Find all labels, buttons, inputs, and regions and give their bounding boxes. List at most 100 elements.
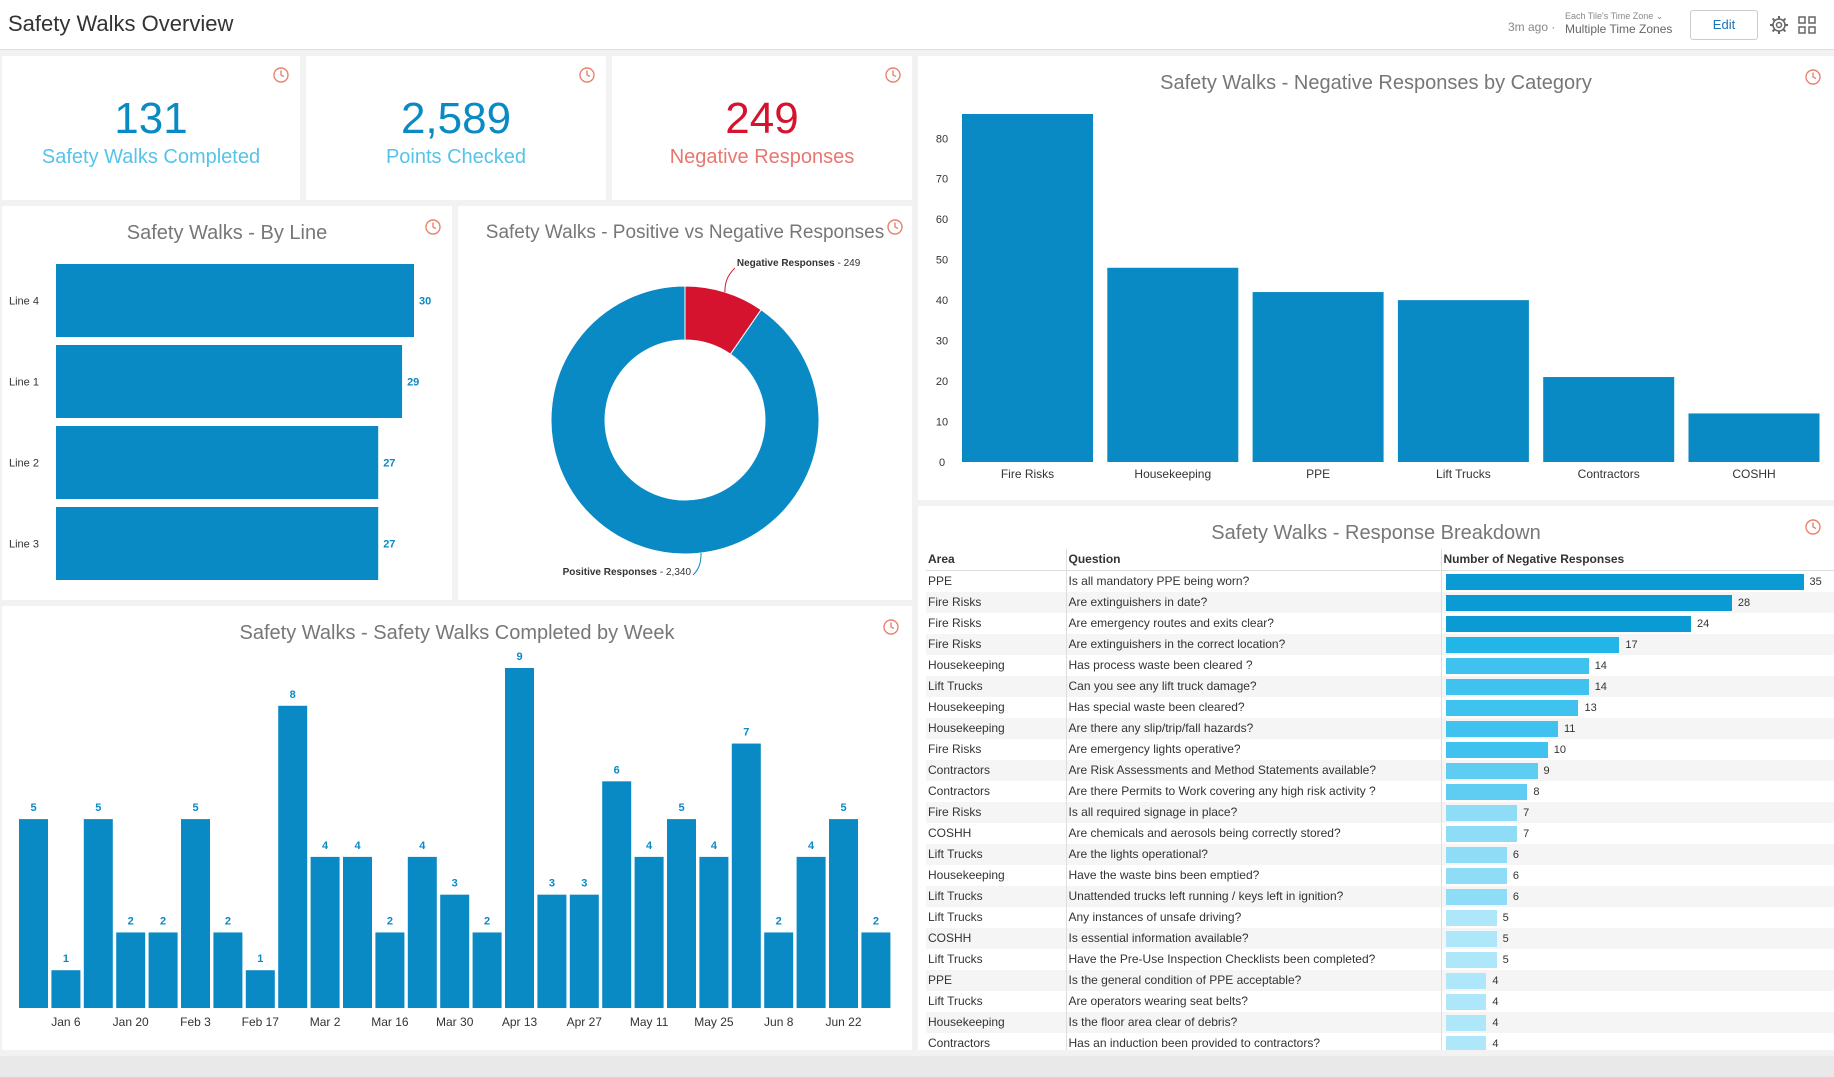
bar [1107,267,1239,462]
count-bar-cell: 5 [1444,907,1834,928]
table-row: Lift Trucks Any instances of unsafe drivi… [926,906,1834,928]
bar [472,932,502,1008]
grid-icon[interactable] [1796,14,1818,36]
y-tick-label: 20 [936,376,948,388]
bar [1252,292,1384,462]
clock-icon[interactable] [1804,68,1822,86]
bar-value-label: 6 [614,764,620,776]
gear-icon[interactable] [1768,14,1790,36]
clock-icon[interactable] [1804,518,1822,536]
count-value: 7 [1523,806,1530,819]
kpi-label: Safety Walks Completed [41,146,261,168]
bar [829,819,858,1008]
bar [1397,300,1529,462]
bar [51,970,81,1008]
count-value: 24 [1696,617,1710,630]
bar [278,705,308,1008]
x-tick-label: PPE [1306,467,1330,481]
clock-icon[interactable] [882,618,900,636]
count-bar [1445,825,1518,842]
table-row: COSHH Are chemicals and aerosols being co… [926,822,1834,844]
cell-area: Housekeeping [926,717,1066,739]
timezone-selector[interactable]: Each Tile's Time Zone ⌄ Multiple Time Zo… [1565,11,1672,36]
cell-count: 35 [1440,570,1834,592]
cell-count: 7 [1440,801,1834,823]
clock-icon[interactable] [886,218,904,236]
bar [537,894,567,1008]
clock-icon[interactable] [424,218,442,236]
y-tick-label: 70 [936,174,948,186]
cell-question: Is all required signage in place? [1065,801,1441,823]
bar-value-label: 30 [419,296,431,308]
cell-area: Housekeeping [928,868,1005,882]
count-value: 35 [1809,575,1822,588]
table-row: Lift Trucks Unattended trucks left runnin… [926,885,1834,907]
cell-area: Housekeeping [928,658,1005,672]
count-value: 5 [1502,953,1509,966]
count-bar-cell: 4 [1444,991,1834,1012]
x-tick-label: Feb 3 [180,1015,211,1029]
cell-area: Lift Trucks [928,994,983,1008]
cell-area: Fire Risks [926,633,1066,655]
by-week-tile: Safety Walks - Safety Walks Completed by… [2,606,912,1050]
bar-value-label: 2 [387,915,393,927]
cell-count: 8 [1440,780,1834,802]
bar [56,345,403,418]
by-category-chart: 0 10 20 30 40 50 60 70 80 Fire Risks Housekeeping P… [936,114,1820,481]
count-value: 14 [1594,659,1607,672]
count-value: 6 [1512,848,1519,861]
x-tick-label: Jan 6 [51,1015,81,1029]
bar [861,932,891,1008]
bar-value-label: 3 [452,878,458,890]
table-row: Housekeeping Are there any slip/trip/fall… [926,717,1834,739]
cell-question: Has an induction been provided to contra… [1065,1032,1441,1050]
table-row: Contractors Has an induction been provide… [926,1032,1834,1050]
cell-question: Are extinguishers in date? [1065,591,1441,613]
count-bar-cell: 6 [1444,865,1834,886]
count-bar-cell: 14 [1444,676,1834,697]
bar [213,932,243,1008]
cell-area: Lift Trucks [926,843,1066,865]
clock-icon[interactable] [578,66,596,84]
bar-value-label: 5 [840,802,846,814]
bar [764,932,794,1008]
count-value: 4 [1492,974,1499,987]
count-bar [1445,846,1507,863]
cell-count: 6 [1440,864,1834,886]
cell-question: Are emergency routes and exits clear? [1065,612,1441,634]
donut-chart: Negative Responses - 249 Positive Respons… [550,258,861,578]
clock-icon[interactable] [884,66,902,84]
edit-button[interactable]: Edit [1690,10,1758,40]
count-value: 6 [1512,869,1519,882]
x-tick-label: May 11 [630,1015,669,1029]
count-value: 5 [1502,932,1509,945]
bar [634,856,664,1008]
column-header-count[interactable]: Number of Negative Responses⌄ [1440,549,1834,571]
count-bar [1445,909,1497,926]
table-row: Lift Trucks Are operators wearing seat be… [926,990,1834,1012]
cell-area: Housekeeping [928,700,1005,714]
cell-count: 5 [1440,906,1834,928]
count-bar-cell: 14 [1444,655,1834,676]
column-header-question[interactable]: Question [1065,549,1441,571]
cell-count: 4 [1440,1032,1834,1050]
count-bar [1445,1014,1487,1031]
x-tick-label: Feb 17 [242,1015,280,1029]
cell-count: 6 [1440,885,1834,907]
clock-icon[interactable] [272,66,290,84]
cell-count: 5 [1440,927,1834,949]
count-value: 8 [1533,785,1540,798]
x-tick-label: Apr 13 [502,1015,538,1029]
cell-question: Are Risk Assessments and Method Statemen… [1065,759,1441,781]
count-bar-cell: 13 [1444,697,1834,718]
count-bar [1445,762,1538,779]
bar [569,894,599,1008]
bar-value-label: 27 [383,458,395,470]
count-bar-cell: 7 [1444,823,1834,844]
column-header-area[interactable]: Area [926,549,1066,571]
cell-area: Fire Risks [928,616,982,630]
table-row: PPE Is all mandatory PPE being worn? 35 [926,570,1834,592]
count-value: 6 [1512,890,1519,903]
count-value: 7 [1523,827,1530,840]
x-tick-label: Contractors [1578,467,1640,481]
